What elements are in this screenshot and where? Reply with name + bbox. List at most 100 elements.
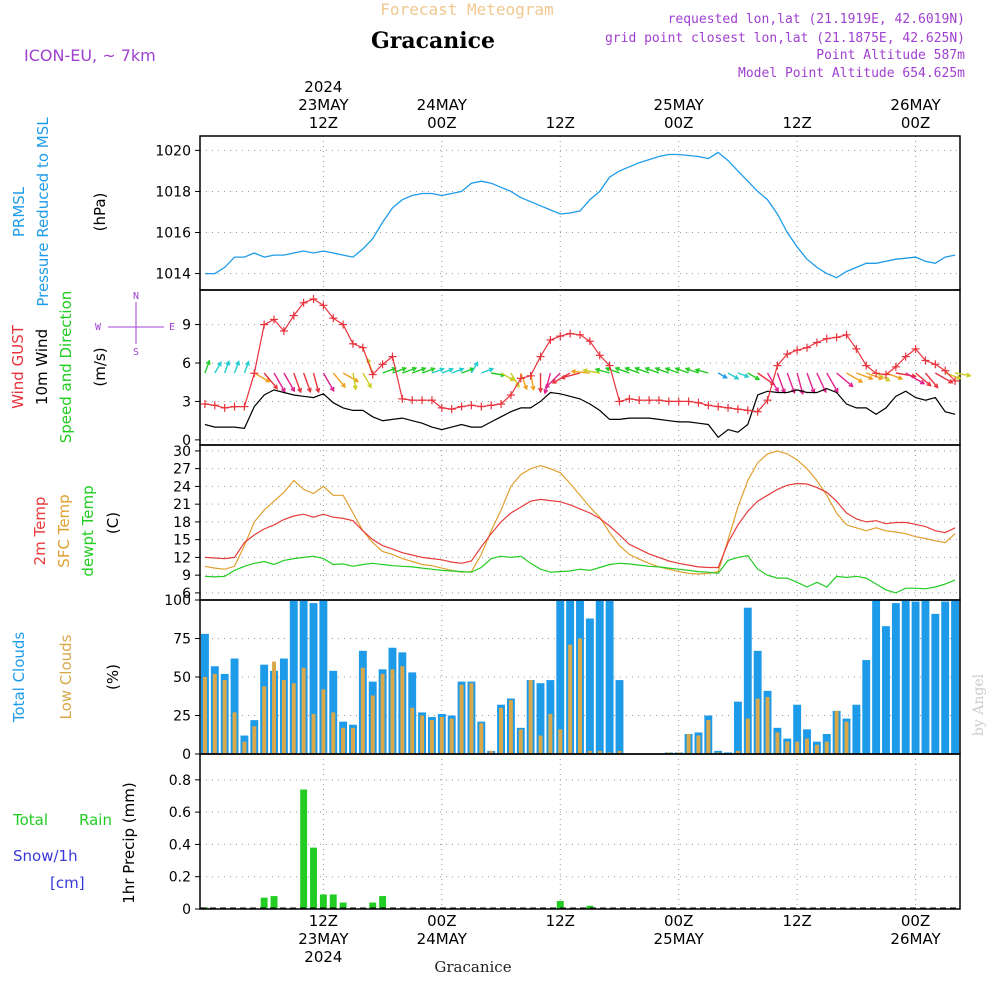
- wind-arrow: [441, 368, 453, 374]
- wind-arrow: [595, 368, 610, 374]
- y-tick-label: 21: [173, 497, 191, 513]
- wind-arrow-head: [488, 367, 495, 373]
- low-cloud-bar: [252, 726, 257, 754]
- wind-arrow: [605, 367, 620, 374]
- total-cloud-bar: [882, 626, 890, 754]
- low-cloud-bar: [587, 750, 592, 754]
- low-cloud-bar: [321, 689, 326, 754]
- wind-speed-line: [204, 387, 956, 439]
- y-tick-label: 0.2: [169, 870, 191, 886]
- total-cloud-bar: [733, 701, 742, 754]
- time-label-bottom: 24MAY: [417, 930, 468, 948]
- low-cloud-bar: [281, 680, 286, 754]
- pressure-panel: 1014 1016 1018 1020 PRMSL Pressure Reduced …: [10, 117, 961, 307]
- time-label-bottom: 12Z: [782, 912, 811, 930]
- y-tick-label: 6: [182, 586, 191, 602]
- wind-arrow-head: [315, 387, 321, 394]
- total-cloud-bar: [941, 601, 950, 754]
- low-cloud-bar: [548, 713, 553, 754]
- low-cloud-bar: [666, 752, 671, 754]
- wind-arrow-head: [956, 375, 962, 380]
- low-cloud-bar: [459, 684, 464, 754]
- wind-arrow-head: [857, 378, 864, 383]
- wind-arrow-head: [523, 384, 528, 391]
- total-cloud-bar: [724, 752, 732, 754]
- low-cloud-bar: [222, 680, 227, 754]
- time-label-top: 23MAY: [298, 96, 349, 114]
- pressure-line: [204, 151, 956, 279]
- wind-arrow: [717, 372, 727, 379]
- low-cloud-bar: [311, 713, 316, 754]
- total-cloud-bar: [605, 600, 614, 754]
- pressure-label-2: Pressure Reduced to MSL: [34, 117, 52, 307]
- wind-arrow: [214, 362, 222, 374]
- time-label-top: 00Z: [664, 114, 693, 132]
- precip-yticks: 0 0.2 0.4 0.6 0.8: [169, 773, 200, 918]
- y-tick-label: 0.6: [169, 805, 191, 821]
- rain-bar: [300, 789, 308, 909]
- wind-arrow: [362, 372, 372, 388]
- wind-arrow: [293, 372, 302, 393]
- wind-arrow-head: [614, 366, 620, 372]
- wind-arrow: [675, 367, 689, 374]
- wind-arrow: [856, 372, 873, 380]
- wind-arrow: [500, 372, 515, 381]
- wind-arrow: [322, 372, 335, 392]
- time-label-bottom: 23MAY: [298, 930, 349, 948]
- total-cloud-bar: [556, 600, 565, 754]
- wind-arrow: [253, 372, 270, 383]
- low-cloud-bar: [755, 698, 760, 754]
- y-tick-label: 0: [182, 747, 191, 763]
- total-cloud-bar: [793, 704, 802, 754]
- low-cloud-bar: [370, 695, 375, 754]
- wind-arrow: [727, 372, 739, 380]
- low-cloud-bar: [686, 733, 691, 754]
- y-tick-label: 100: [164, 593, 191, 609]
- temp-2m-line: [204, 482, 956, 569]
- wind-arrow-head: [411, 366, 418, 372]
- wind-arrow: [826, 372, 839, 393]
- y-tick-label: 75: [173, 632, 191, 648]
- compass-west: W: [95, 322, 102, 333]
- cloud-panel: 0 25 50 75 100 Total Clouds Low Clouds (%): [10, 593, 961, 763]
- dewpt-temp-line: [204, 554, 956, 594]
- wind-arrow-head: [273, 384, 279, 390]
- model-label: ICON-EU, ~ 7km: [24, 46, 156, 65]
- requested-point: requested lon,lat (21.1919E, 42.6019N): [668, 12, 965, 27]
- rain-bar: [270, 896, 278, 909]
- wind-arrow-head: [919, 379, 926, 385]
- wind-arrow: [273, 372, 286, 392]
- wind-arrow: [224, 361, 230, 374]
- precip-bars: [201, 789, 594, 909]
- wind-arrow-head: [885, 376, 891, 382]
- low-cloud-label: Low Clouds: [57, 634, 75, 719]
- rain-bar: [369, 902, 377, 909]
- precip-cm-label: [cm]: [50, 874, 85, 892]
- y-tick-label: 25: [173, 709, 191, 725]
- rain-bar: [379, 896, 387, 909]
- time-label-top: 12Z: [309, 114, 338, 132]
- wind-arrow-head: [933, 383, 939, 389]
- wind-arrow: [865, 372, 883, 380]
- cloud-yticks: 0 25 50 75 100: [164, 593, 200, 763]
- low-cloud-bar: [706, 720, 711, 754]
- y-tick-label: 50: [173, 670, 191, 686]
- wind-arrow: [934, 372, 953, 384]
- wind-arrow-head: [509, 376, 516, 382]
- wind-arrow-head: [684, 367, 691, 372]
- wind-arrow-head: [644, 366, 650, 372]
- wind-arrow: [665, 367, 679, 374]
- low-cloud-bar: [232, 712, 237, 754]
- low-cloud-bar: [420, 715, 425, 754]
- wind-arrow-head: [582, 368, 588, 374]
- time-label-top: 00Z: [427, 114, 456, 132]
- wind-arrow-head: [306, 387, 312, 394]
- precip-total-label: Total: [12, 811, 48, 829]
- wind-arrow-head: [473, 361, 479, 367]
- wind-arrow: [655, 367, 670, 374]
- wind-gust-markers: [200, 294, 960, 416]
- rain-bar: [586, 905, 594, 909]
- wind-arrow-head: [833, 387, 839, 394]
- low-cloud-bar: [676, 752, 681, 754]
